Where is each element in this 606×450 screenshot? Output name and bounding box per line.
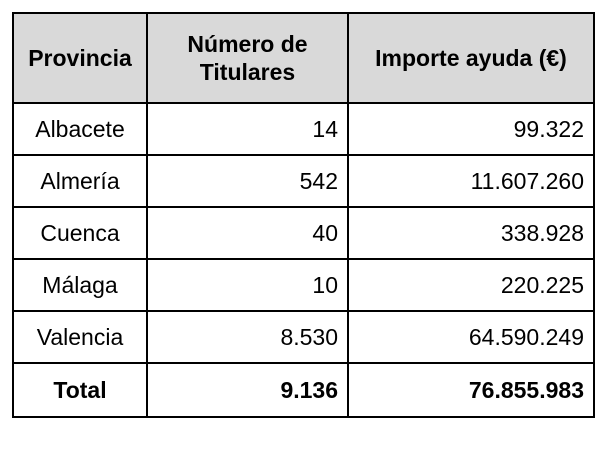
table-row: Almería 542 11.607.260 xyxy=(12,154,595,208)
cell-titulares: 40 xyxy=(146,206,349,260)
table-row: Málaga 10 220.225 xyxy=(12,258,595,312)
total-titulares: 9.136 xyxy=(146,362,349,418)
total-row: Total 9.136 76.855.983 xyxy=(12,362,595,418)
cell-titulares: 8.530 xyxy=(146,310,349,364)
table-body: Albacete 14 99.322 Almería 542 11.607.26… xyxy=(12,102,595,418)
table-row: Valencia 8.530 64.590.249 xyxy=(12,310,595,364)
data-table-container: Provincia Número de Titulares Importe ay… xyxy=(12,12,595,418)
table-row: Cuenca 40 338.928 xyxy=(12,206,595,260)
header-provincia: Provincia xyxy=(12,12,148,104)
header-row: Provincia Número de Titulares Importe ay… xyxy=(12,12,595,104)
cell-importe: 220.225 xyxy=(347,258,595,312)
cell-titulares: 14 xyxy=(146,102,349,156)
total-label: Total xyxy=(12,362,148,418)
header-numero-titulares: Número de Titulares xyxy=(146,12,349,104)
cell-importe: 99.322 xyxy=(347,102,595,156)
cell-provincia: Cuenca xyxy=(12,206,148,260)
header-importe-ayuda: Importe ayuda (€) xyxy=(347,12,595,104)
cell-provincia: Almería xyxy=(12,154,148,208)
ayudas-table: Provincia Número de Titulares Importe ay… xyxy=(12,12,595,418)
cell-titulares: 10 xyxy=(146,258,349,312)
total-importe: 76.855.983 xyxy=(347,362,595,418)
cell-provincia: Valencia xyxy=(12,310,148,364)
cell-provincia: Málaga xyxy=(12,258,148,312)
cell-importe: 64.590.249 xyxy=(347,310,595,364)
table-header: Provincia Número de Titulares Importe ay… xyxy=(12,12,595,104)
cell-importe: 11.607.260 xyxy=(347,154,595,208)
cell-titulares: 542 xyxy=(146,154,349,208)
cell-importe: 338.928 xyxy=(347,206,595,260)
table-row: Albacete 14 99.322 xyxy=(12,102,595,156)
cell-provincia: Albacete xyxy=(12,102,148,156)
